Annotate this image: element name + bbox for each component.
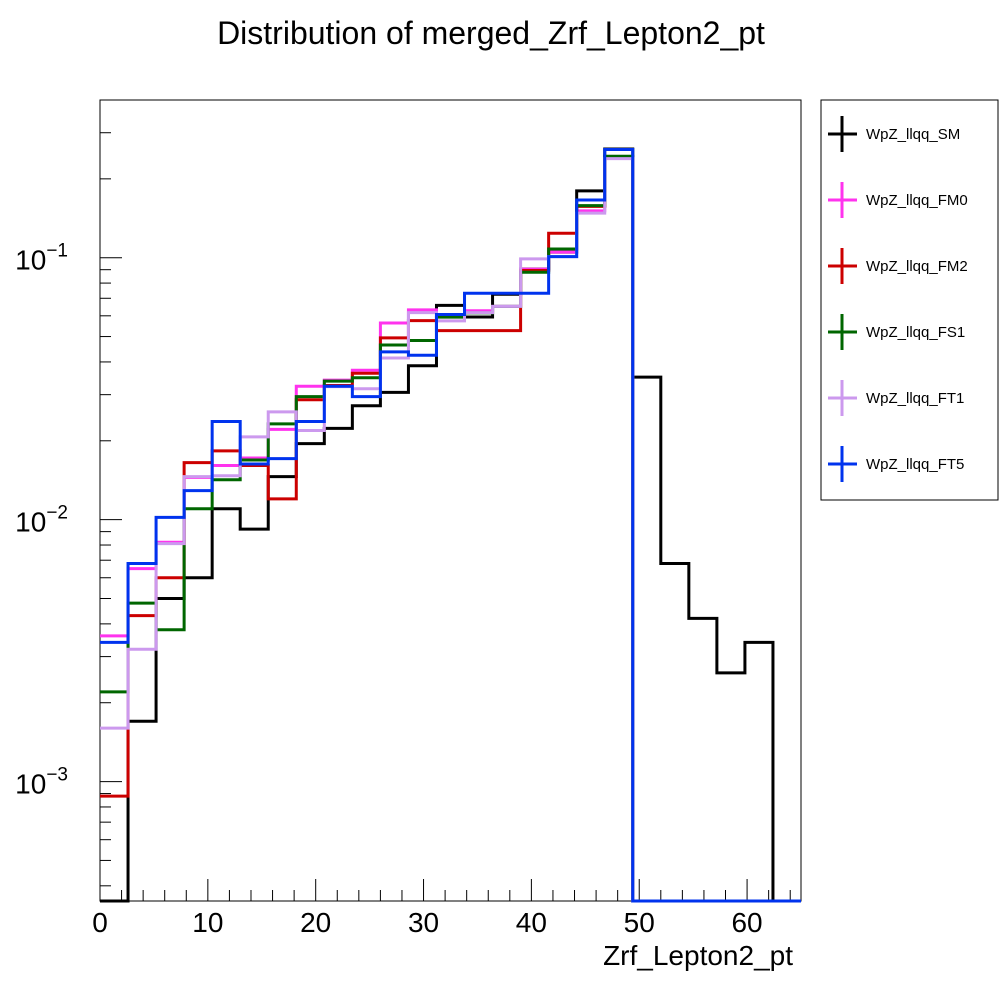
series-wpz-llqq-ft5 — [100, 147, 801, 903]
y-tick-label-base: 10 — [15, 245, 46, 276]
legend-label: WpZ_llqq_SM — [866, 126, 960, 143]
y-tick-label-base: 10 — [15, 507, 46, 538]
legend-label: WpZ_llqq_FM2 — [866, 258, 968, 275]
x-tick-label: 10 — [192, 907, 223, 938]
x-tick-label: 0 — [92, 907, 108, 938]
y-tick-label-exponent: −3 — [46, 765, 68, 786]
x-tick-label: 30 — [408, 907, 439, 938]
x-tick-label: 20 — [300, 907, 331, 938]
y-tick-label: 10−2 — [15, 503, 68, 538]
legend-box — [820, 99, 999, 501]
y-axis-tick-labels: 10−110−210−3 — [15, 241, 68, 800]
series-wpz-llqq-sm — [100, 147, 801, 903]
y-tick-label: 10−1 — [15, 241, 68, 276]
x-axis-title: Zrf_Lepton2_pt — [603, 940, 793, 971]
x-tick-label: 60 — [731, 907, 762, 938]
series-layer — [100, 147, 801, 903]
chart-title: Distribution of merged_Zrf_Lepton2_pt — [217, 15, 765, 51]
x-tick-label: 40 — [516, 907, 547, 938]
y-tick-label-base: 10 — [15, 769, 46, 800]
legend-label: WpZ_llqq_FS1 — [866, 324, 965, 341]
legend-label: WpZ_llqq_FM0 — [866, 192, 968, 209]
y-tick-label-exponent: −1 — [46, 241, 68, 262]
legend-entries: WpZ_llqq_SM WpZ_llqq_FM0 WpZ_llqq_FM2 WpZ_l… — [828, 116, 968, 482]
legend-label: WpZ_llqq_FT1 — [866, 390, 964, 407]
x-axis-ticks — [99, 879, 791, 901]
y-axis-ticks — [100, 99, 122, 887]
plot-frame — [99, 99, 802, 902]
y-tick-label: 10−3 — [15, 765, 68, 800]
legend: WpZ_llqq_SM WpZ_llqq_FM0 WpZ_llqq_FM2 WpZ_l… — [820, 99, 999, 501]
x-tick-label: 50 — [624, 907, 655, 938]
legend-label: WpZ_llqq_FT5 — [866, 456, 964, 473]
x-axis-tick-labels: 0 10 20 30 40 50 60 — [92, 907, 762, 938]
y-tick-label-exponent: −2 — [46, 503, 68, 524]
